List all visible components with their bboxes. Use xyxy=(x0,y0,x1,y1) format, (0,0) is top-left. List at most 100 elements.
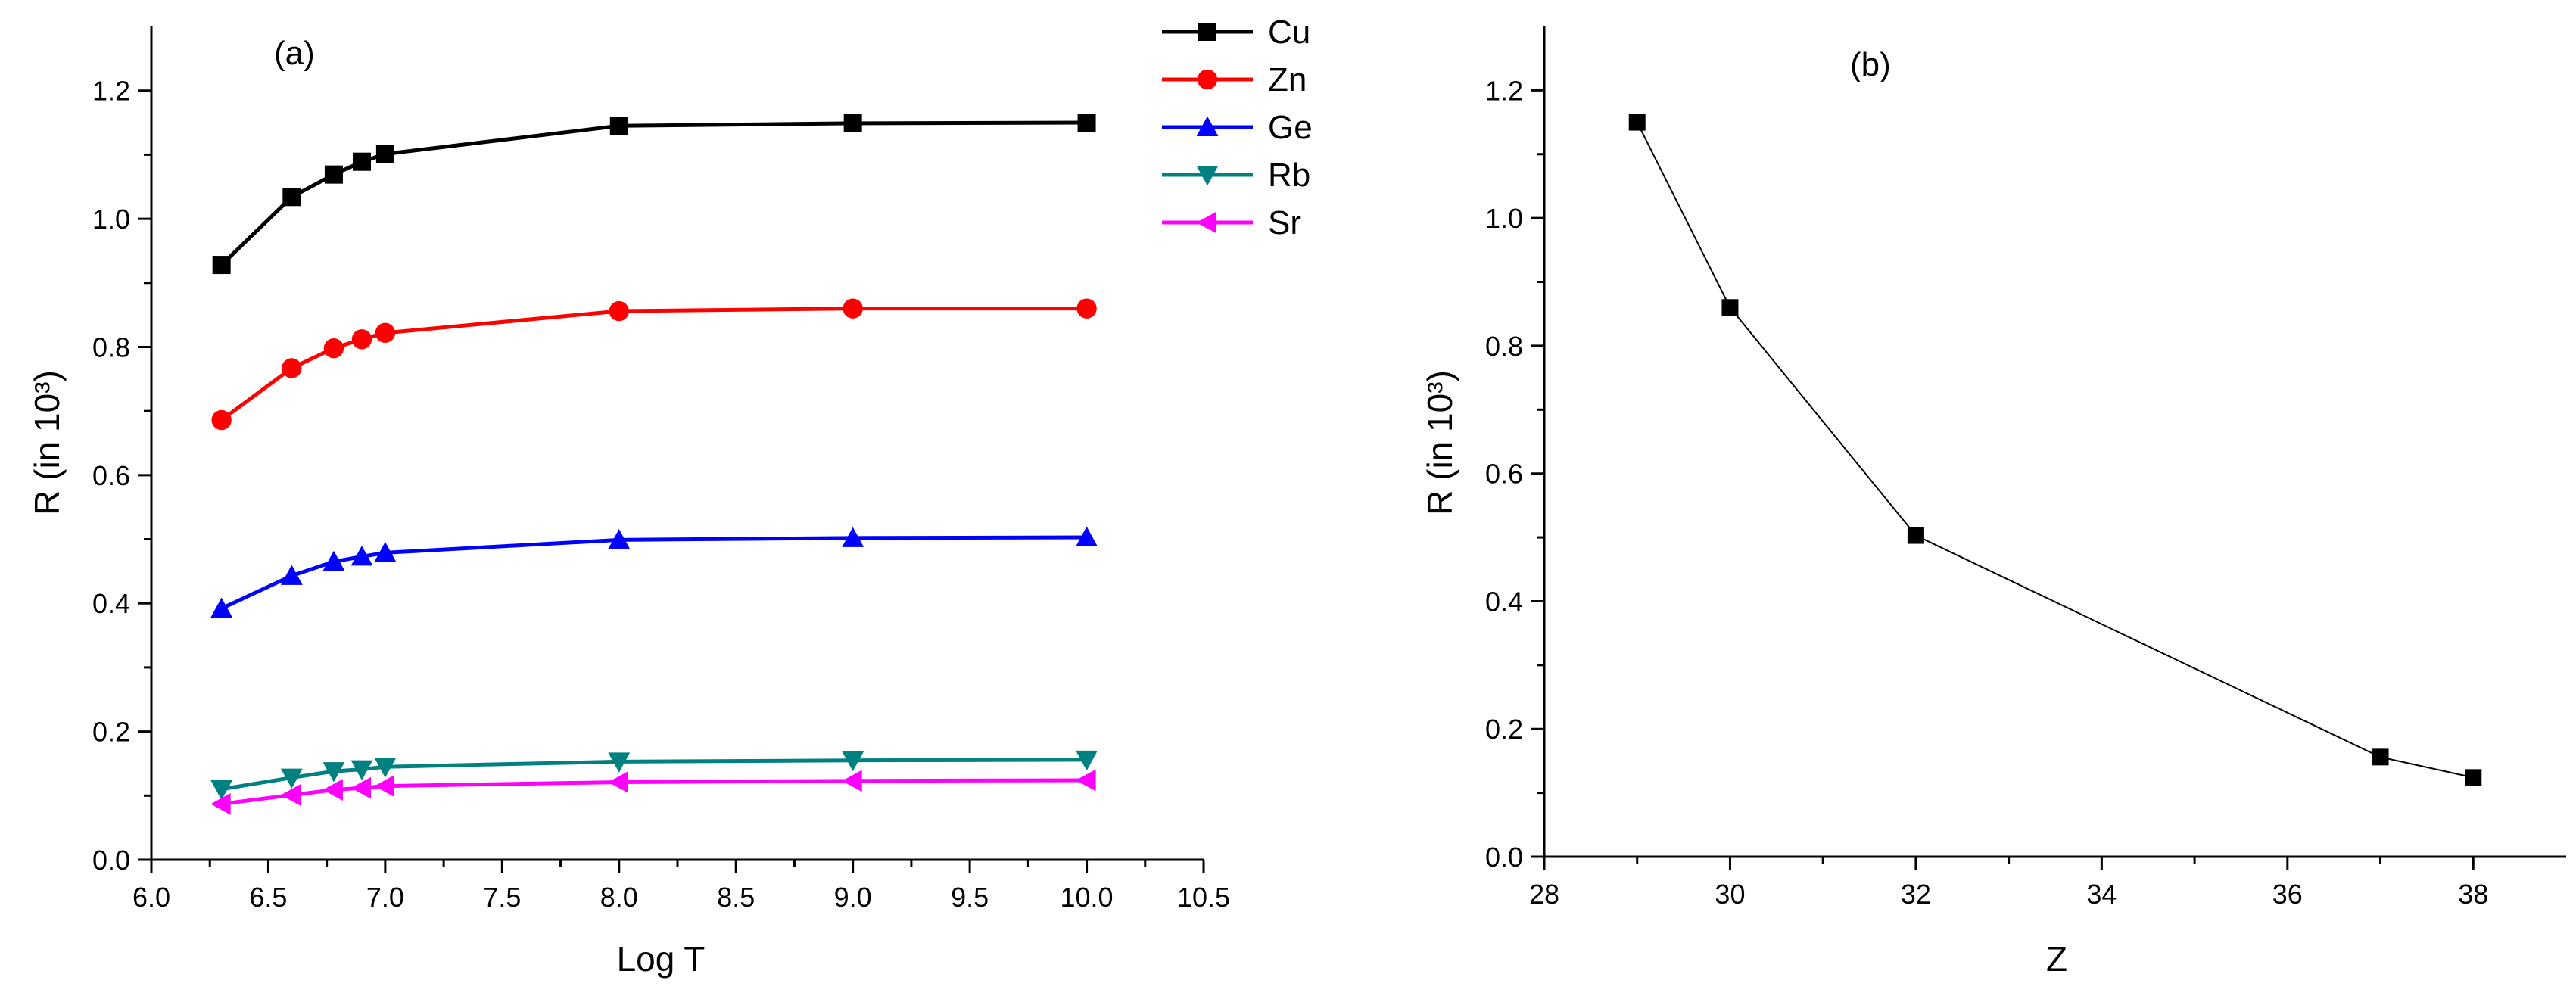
x-tick-label: 8.0 xyxy=(600,882,638,913)
data-point-rb xyxy=(350,760,373,780)
legend-marker-zn xyxy=(1197,69,1218,90)
data-point-zn xyxy=(609,300,629,322)
data-point-cu xyxy=(843,114,862,132)
panel-b-label: (b) xyxy=(1850,46,1891,83)
data-point-rb xyxy=(842,751,864,772)
data-point-zn xyxy=(351,329,372,350)
panel-a-x-axis-title: Log T xyxy=(617,939,706,979)
x-tick-label: 10.0 xyxy=(1061,882,1114,913)
data-point-ge xyxy=(210,597,233,618)
x-tick-label: 7.0 xyxy=(366,882,404,913)
data-point-rb xyxy=(322,762,345,783)
data-point-r-vs-z xyxy=(1721,299,1739,316)
data-point-r-vs-z xyxy=(2465,769,2482,786)
data-point-ge xyxy=(1076,526,1098,546)
panel-b-x-ticks: 28 30 32 34 36 38 xyxy=(1529,857,2488,910)
data-point-sr xyxy=(280,784,301,806)
series-line-zn xyxy=(220,307,1087,422)
data-point-r-vs-z xyxy=(1628,114,1646,131)
panel-b-y-ticks: 0.0 0.2 0.4 0.6 0.8 1.0 1.2 xyxy=(1485,75,1544,873)
x-tick-label: 30 xyxy=(1715,879,1745,910)
x-tick-label: 9.5 xyxy=(951,882,989,913)
legend-label-sr: Sr xyxy=(1268,204,1301,241)
data-point-zn xyxy=(1076,298,1097,319)
x-tick-label: 6.5 xyxy=(249,882,287,913)
y-tick-label: 1.2 xyxy=(92,76,130,107)
series-line-rb xyxy=(221,758,1087,792)
panel-b: 28 30 32 34 36 38 0.0 0.2 0.4 0.6 0.8 1.0 1.2 (b) Z… xyxy=(1420,26,2566,979)
data-point-sr xyxy=(322,779,343,801)
series-line-sr xyxy=(221,778,1087,806)
data-point-r-vs-z xyxy=(1907,527,1924,544)
data-point-rb xyxy=(608,752,631,773)
x-tick-label: 38 xyxy=(2458,879,2488,910)
series-line-ge xyxy=(220,535,1087,611)
data-point-sr xyxy=(608,771,628,793)
legend-item-rb: Rb xyxy=(1162,157,1310,194)
panel-a-x-ticks: 6.0 6.5 7.0 7.5 8.0 8.5 9.0 9.5 10.0 10.5 xyxy=(132,860,1230,913)
data-point-ge xyxy=(322,550,345,571)
panel-b-y-axis-title: R (in 10³) xyxy=(1420,370,1459,515)
x-tick-label: 32 xyxy=(1901,879,1931,910)
panel-b-axes xyxy=(1543,26,2566,858)
x-tick-label: 28 xyxy=(1529,879,1559,910)
data-point-cu xyxy=(1077,114,1096,132)
y-tick-label: 0.2 xyxy=(92,717,130,748)
data-point-sr xyxy=(842,770,862,792)
x-tick-label: 9.0 xyxy=(834,882,872,913)
data-point-rb xyxy=(280,768,303,789)
data-point-cu xyxy=(282,188,301,207)
data-point-zn xyxy=(323,338,344,359)
data-point-sr xyxy=(210,792,231,815)
data-point-ge xyxy=(608,528,631,549)
panel-b-x-axis-title: Z xyxy=(2046,939,2067,979)
y-tick-label: 0.6 xyxy=(1485,459,1523,490)
panel-b-series xyxy=(1628,114,2482,786)
y-tick-label: 0.6 xyxy=(92,460,130,491)
data-point-rb xyxy=(210,780,233,801)
legend-item-zn: Zn xyxy=(1162,61,1307,98)
panel-a-legend: Cu Zn Ge Rb Sr xyxy=(1162,14,1313,241)
legend-item-ge: Ge xyxy=(1162,109,1313,146)
data-point-cu xyxy=(609,117,628,135)
series-line-cu xyxy=(220,120,1087,266)
legend-item-cu: Cu xyxy=(1162,14,1310,51)
y-tick-label: 0.0 xyxy=(1485,842,1523,873)
panel-a-y-axis-title: R (in 10³) xyxy=(27,370,67,515)
data-point-r-vs-z xyxy=(2372,748,2389,766)
legend-marker-ge xyxy=(1196,116,1219,136)
data-point-ge xyxy=(280,565,303,585)
panel-a: 6.0 6.5 7.0 7.5 8.0 8.5 9.0 9.5 10.0 10.5 0.00.20… xyxy=(27,14,1313,979)
data-point-cu xyxy=(375,145,394,163)
y-tick-label: 0.8 xyxy=(1485,331,1523,362)
legend-label-ge: Ge xyxy=(1268,109,1313,146)
panel-a-y-ticks: 0.0 0.2 0.4 0.6 0.8 1.0 1.2 xyxy=(92,76,151,876)
y-tick-label: 0.0 xyxy=(92,845,130,876)
x-tick-label: 8.5 xyxy=(717,882,755,913)
data-point-rb xyxy=(1076,750,1098,771)
y-tick-label: 0.4 xyxy=(1485,586,1523,617)
legend-marker-cu xyxy=(1198,23,1216,41)
data-point-zn xyxy=(375,322,396,344)
x-tick-label: 7.5 xyxy=(483,882,521,913)
data-point-ge xyxy=(374,541,397,562)
y-tick-label: 0.4 xyxy=(92,588,130,619)
y-tick-label: 1.0 xyxy=(92,204,130,235)
legend-label-zn: Zn xyxy=(1268,61,1307,98)
series-line-r-vs-z xyxy=(1636,122,2474,779)
x-tick-label: 6.0 xyxy=(132,882,170,913)
legend-marker-sr xyxy=(1196,211,1216,234)
data-point-cu xyxy=(324,165,343,184)
panel-a-series xyxy=(210,114,1098,815)
y-tick-label: 0.8 xyxy=(92,331,130,363)
y-tick-label: 0.2 xyxy=(1485,714,1523,745)
data-point-rb xyxy=(374,758,397,778)
x-tick-label: 34 xyxy=(2086,879,2117,910)
y-tick-label: 1.2 xyxy=(1485,75,1523,106)
panel-a-axes xyxy=(150,26,1204,861)
legend-item-sr: Sr xyxy=(1162,204,1301,241)
x-tick-label: 36 xyxy=(2272,879,2303,910)
legend-label-rb: Rb xyxy=(1268,157,1310,194)
data-point-cu xyxy=(212,256,231,275)
